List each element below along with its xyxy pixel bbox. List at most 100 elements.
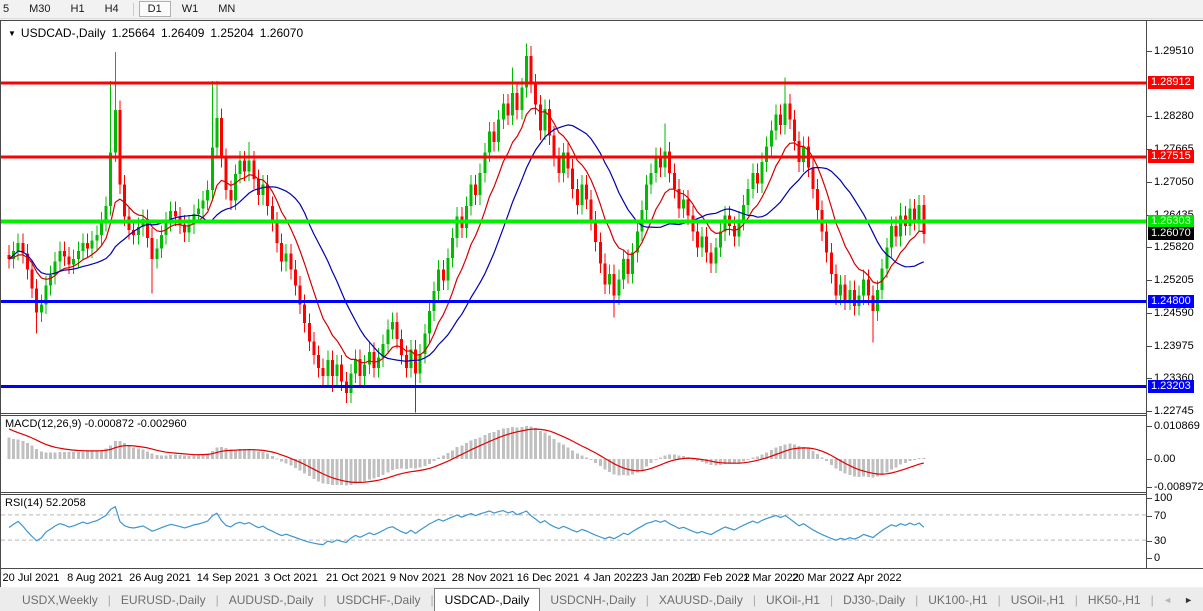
candle-body [908, 208, 912, 227]
rsi-chart-canvas[interactable] [1, 495, 1146, 568]
macd-histogram-bar [187, 455, 191, 459]
price-tick-label: 1.28280 [1147, 110, 1194, 123]
macd-histogram-bar [247, 449, 251, 459]
macd-histogram-bar [58, 451, 62, 459]
candle-body [626, 259, 630, 274]
candle-body [409, 349, 413, 369]
macd-histogram-bar [857, 459, 861, 478]
macd-histogram-bar [672, 454, 676, 459]
candle-body [464, 205, 468, 229]
candle-body [367, 352, 371, 365]
macd-histogram-bar [497, 430, 501, 459]
tab-usdchf-daily[interactable]: USDCHF-,Daily [336, 592, 421, 607]
candle-body [885, 247, 889, 269]
macd-histogram-bar [261, 452, 265, 459]
price-tick-label: 1.27050 [1147, 175, 1194, 188]
macd-histogram-bar [825, 459, 829, 462]
tab-separator: | [1150, 592, 1154, 607]
timeframe-button-h4[interactable]: H4 [104, 3, 119, 15]
tab-usoil-h1[interactable]: USOil-,H1 [1010, 592, 1065, 607]
tab-ukoil-h1[interactable]: UKOil-,H1 [765, 592, 820, 607]
price-tick-label: 1.25820 [1147, 241, 1194, 254]
macd-histogram-bar [889, 459, 893, 470]
macd-histogram-bar [451, 450, 455, 459]
panel-splitter-macd[interactable] [1, 413, 1203, 416]
candle-body [617, 279, 621, 296]
rsi-axis-label: 30 [1146, 535, 1167, 547]
candle-body [146, 219, 150, 238]
macd-histogram-bar [552, 438, 556, 459]
candle-body [899, 215, 903, 237]
candle-body [423, 333, 427, 354]
tab-dj30-daily[interactable]: DJ30-,Daily [843, 592, 906, 607]
tab-audusd-daily[interactable]: AUDUSD-,Daily [228, 592, 314, 607]
macd-histogram-bar [603, 459, 607, 470]
price-chart-canvas[interactable] [1, 21, 1146, 413]
ohlc-high: 1.26409 [161, 26, 205, 40]
tab-usdx-weekly[interactable]: USDX,Weekly [22, 592, 98, 607]
candle-body [215, 118, 219, 148]
macd-histogram-bar [25, 443, 29, 459]
ohlc-open: 1.25664 [111, 26, 155, 40]
symbol-dropdown-icon[interactable]: ▼ [8, 29, 16, 38]
tab-usdcnh-daily[interactable]: USDCNH-,Daily [550, 592, 636, 607]
macd-histogram-bar [275, 458, 279, 460]
candle-body [848, 289, 852, 301]
candle-body [746, 188, 750, 205]
macd-axis-label: -0.008972 [1147, 481, 1203, 493]
macd-histogram-bar [649, 459, 653, 464]
time-tick-label: 10 Feb 2022 [688, 572, 750, 584]
tab-separator: | [645, 592, 649, 607]
macd-histogram-bar [483, 435, 487, 459]
candle-body [303, 304, 307, 323]
candle-body [381, 344, 385, 358]
candle-body [497, 119, 501, 142]
macd-histogram-bar [575, 453, 579, 459]
macd-histogram-bar [104, 448, 108, 459]
timeframe-button-mn[interactable]: MN [218, 3, 236, 15]
timeframe-button-5[interactable]: 5 [3, 3, 10, 15]
candle-body [487, 131, 491, 153]
tab-scroll-left-icon[interactable]: ◄ [1163, 594, 1173, 605]
panel-splitter-rsi[interactable] [1, 492, 1203, 495]
macd-chart-canvas[interactable] [1, 416, 1146, 492]
timeframe-button-d1[interactable]: D1 [138, 1, 171, 17]
candle-body [76, 251, 80, 260]
macd-histogram-bar [381, 459, 385, 475]
candle-body [889, 226, 893, 248]
candle-body [169, 211, 173, 222]
macd-histogram-bar [598, 459, 602, 467]
tab-scroll-right-icon[interactable]: ► [1184, 594, 1193, 605]
candle-body [446, 258, 450, 281]
candle-body [922, 204, 926, 235]
candle-body [330, 360, 334, 377]
time-tick-label: 8 Aug 2021 [67, 572, 123, 584]
tab-hk50-h1[interactable]: HK50-,H1 [1087, 592, 1141, 607]
candle-body [321, 368, 325, 377]
candle-body [474, 184, 478, 196]
candle-body [326, 360, 330, 377]
timeframe-button-w1[interactable]: W1 [181, 3, 199, 15]
candle-body [755, 172, 759, 184]
tab-xauusd-daily[interactable]: XAUUSD-,Daily [658, 592, 743, 607]
candle-body [16, 243, 20, 252]
macd-signal-line [8, 428, 924, 484]
macd-histogram-bar [159, 455, 163, 459]
macd-histogram-bar [210, 450, 214, 459]
candle-body [451, 237, 455, 259]
tab-eurusd-daily[interactable]: EURUSD-,Daily [120, 592, 206, 607]
candle-body [289, 253, 293, 270]
macd-axis-label: 0.00 [1146, 453, 1176, 465]
candle-body [649, 172, 653, 185]
candle-body [769, 130, 773, 147]
timeframe-button-m30[interactable]: M30 [29, 3, 51, 15]
candle-body [30, 269, 34, 289]
candle-body [95, 235, 99, 241]
tab-uk100-h1[interactable]: UK100-,H1 [928, 592, 988, 607]
timeframe-button-h1[interactable]: H1 [70, 3, 85, 15]
time-tick-label: 7 Apr 2022 [848, 572, 902, 584]
macd-histogram-bar [834, 459, 838, 469]
tab-usdcad-daily[interactable]: USDCAD-,Daily [433, 588, 541, 611]
macd-histogram-bar [44, 452, 48, 459]
macd-histogram-bar [843, 459, 847, 474]
